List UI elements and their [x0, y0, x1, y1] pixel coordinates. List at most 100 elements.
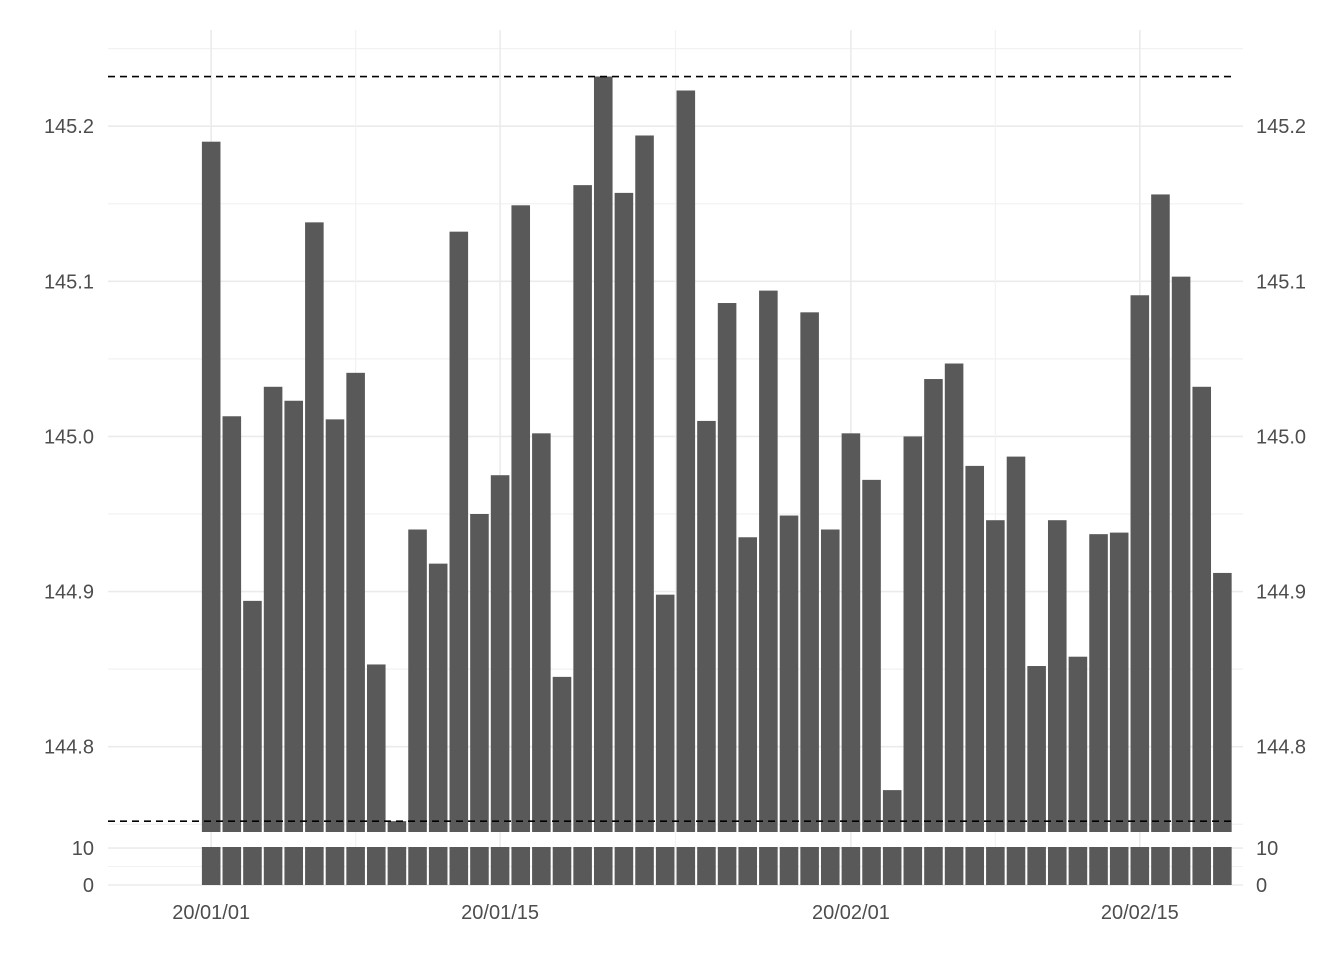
- x-tick-label: 20/01/15: [461, 902, 539, 924]
- bar-lower-segment: [573, 847, 592, 885]
- bar: [305, 222, 324, 832]
- bar-lower-segment: [1109, 847, 1129, 885]
- lower-tick-label-right: 0: [1256, 875, 1267, 897]
- bar-lower-segment: [944, 847, 964, 885]
- bar: [1068, 656, 1088, 832]
- y-tick-label-left: 144.8: [44, 737, 94, 759]
- bar-lower-segment: [1068, 847, 1088, 885]
- bar: [490, 475, 510, 832]
- bar-lower-segment: [511, 847, 531, 885]
- bar-lower-segment: [305, 847, 324, 885]
- y-tick-label-left: 145.2: [44, 116, 94, 138]
- lower-tick-label-left: 0: [83, 875, 94, 897]
- bar: [655, 594, 675, 832]
- bar-lower-segment: [366, 847, 386, 885]
- bar: [532, 433, 551, 832]
- bar-lower-segment: [614, 847, 634, 885]
- bar-lower-segment: [1130, 847, 1150, 885]
- bar-lower-segment: [284, 847, 304, 885]
- bar-lower-segment: [965, 847, 985, 885]
- bar: [511, 205, 531, 833]
- bar-lower-segment: [903, 847, 923, 885]
- y-tick-label-left: 145.1: [44, 271, 94, 293]
- tick-labels: 144.8 144.8 144.9 144.9 145.0 145.0 145.1 145.1…: [44, 116, 1306, 924]
- bar-lower-segment: [593, 847, 613, 885]
- bar-lower-segment: [924, 847, 943, 885]
- bar: [841, 433, 861, 832]
- x-tick-label: 20/02/01: [812, 902, 890, 924]
- bar-lower-segment: [263, 847, 283, 885]
- bar: [1192, 386, 1212, 832]
- bar: [201, 141, 221, 832]
- bar: [1027, 666, 1046, 832]
- bar-lower-segment: [201, 847, 221, 885]
- bar-lower-segment: [676, 847, 696, 885]
- bar: [779, 515, 799, 832]
- lower-tick-label-left: 10: [72, 838, 94, 860]
- bar: [408, 529, 427, 832]
- y-tick-label-left: 145.0: [44, 426, 94, 448]
- bar: [635, 135, 654, 833]
- bar-lower-segment: [490, 847, 510, 885]
- y-tick-label-right: 145.2: [1256, 116, 1306, 138]
- bar: [428, 563, 448, 832]
- bar: [820, 529, 840, 832]
- bar-lower-segment: [552, 847, 572, 885]
- bar: [717, 303, 737, 833]
- bar: [325, 419, 345, 832]
- bar: [1006, 456, 1026, 832]
- x-tick-label: 20/02/15: [1101, 902, 1179, 924]
- bar: [1151, 194, 1170, 832]
- y-tick-label-right: 145.1: [1256, 271, 1306, 293]
- bar: [346, 372, 365, 832]
- bar: [697, 420, 716, 832]
- bar: [1213, 572, 1232, 832]
- bar-lower-segment: [1192, 847, 1212, 885]
- bar: [614, 192, 634, 832]
- bar-lower-segment: [1047, 847, 1067, 885]
- bar-lower-segment: [882, 847, 902, 885]
- bar: [366, 664, 386, 832]
- bar-lower-segment: [738, 847, 758, 885]
- x-tick-label: 20/01/01: [172, 902, 250, 924]
- bar: [243, 600, 262, 832]
- bar-lower-segment: [1027, 847, 1046, 885]
- bar-lower-segment: [428, 847, 448, 885]
- bar-lower-segment: [697, 847, 716, 885]
- bar-lower-segment: [1151, 847, 1170, 885]
- bar: [1047, 520, 1067, 832]
- y-tick-label-right: 144.8: [1256, 737, 1306, 759]
- bar: [573, 185, 592, 832]
- bar-lower-segment: [387, 847, 407, 885]
- bar-lower-segment: [470, 847, 489, 885]
- bar-lower-segment: [325, 847, 345, 885]
- bar: [986, 520, 1005, 832]
- bar: [862, 479, 881, 832]
- bar: [552, 676, 572, 832]
- bar: [284, 400, 304, 832]
- bar: [1089, 534, 1108, 832]
- bar-lower-segment: [222, 847, 242, 885]
- bar-lower-segment: [986, 847, 1005, 885]
- bar-lower-segment: [779, 847, 799, 885]
- bar: [965, 465, 985, 832]
- bar-lower-segment: [717, 847, 737, 885]
- bar: [759, 290, 778, 832]
- bar: [470, 513, 489, 832]
- bar-lower-segment: [635, 847, 654, 885]
- lower-tick-label-right: 10: [1256, 838, 1278, 860]
- bar-lower-segment: [243, 847, 262, 885]
- bar-lower-segment: [1171, 847, 1191, 885]
- bar-lower-segment: [1006, 847, 1026, 885]
- bar-lower-segment: [408, 847, 427, 885]
- bar: [387, 821, 407, 832]
- bar: [593, 76, 613, 832]
- bar: [903, 436, 923, 832]
- bars: [201, 76, 1232, 885]
- bar-lower-segment: [655, 847, 675, 885]
- y-tick-label-right: 145.0: [1256, 426, 1306, 448]
- bar-lower-segment: [532, 847, 551, 885]
- bar-lower-segment: [449, 847, 469, 885]
- bar-lower-segment: [346, 847, 365, 885]
